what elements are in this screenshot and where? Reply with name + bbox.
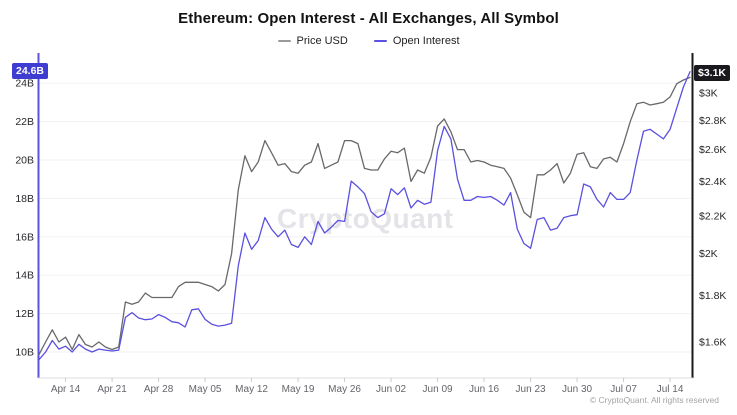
copyright-text: © CryptoQuant. All rights reserved [589,395,719,405]
left-axis-tick-label: 10B [15,347,34,359]
price-line-swatch-icon [277,40,291,42]
x-axis-tick-label: May 12 [235,384,268,395]
right-axis-tick-label: $2.2K [699,210,726,222]
left-axis-tick-label: 24B [15,78,34,90]
open-interest-line-swatch-icon [373,40,387,42]
price-current-badge: $3.1K [694,65,731,81]
legend-item-price[interactable]: Price USD [277,35,348,47]
open-interest-current-badge: 24.6B [12,63,49,79]
price-line [38,76,691,356]
x-axis-tick-label: Jun 23 [516,384,546,395]
x-axis-tick-label: Apr 21 [97,384,127,395]
x-axis-tick-label: Jul 14 [657,384,684,395]
chart-title: Ethereum: Open Interest - All Exchanges,… [178,10,559,27]
right-axis-tick-label: $2.4K [699,176,726,188]
x-axis-tick-label: Apr 28 [144,384,174,395]
right-axis-tick-label: $2.6K [699,144,726,156]
x-axis-tick-label: Jun 02 [376,384,406,395]
x-axis-tick-label: May 26 [328,384,361,395]
x-axis-tick-label: Jul 07 [610,384,637,395]
left-axis-tick-label: 12B [15,308,34,320]
left-axis-tick-label: 18B [15,193,34,205]
chart-legend: Price USD Open Interest [0,35,737,47]
x-axis-tick-label: Apr 14 [51,384,81,395]
legend-label-price: Price USD [296,35,348,47]
x-axis-tick-label: Jun 16 [469,384,499,395]
legend-label-open-interest: Open Interest [392,35,460,47]
x-axis-tick-label: Jun 09 [423,384,453,395]
left-axis-tick-label: 20B [15,155,34,167]
open-interest-line [38,71,691,361]
x-axis-tick-label: Jun 30 [562,384,592,395]
right-axis-tick-label: $1.6K [699,337,726,349]
right-axis-tick-label: $2.8K [699,115,726,127]
right-axis-tick-label: $1.8K [699,290,726,302]
legend-item-open-interest[interactable]: Open Interest [373,35,460,47]
left-axis-tick-label: 22B [15,116,34,128]
x-axis-tick-label: May 19 [282,384,315,395]
left-axis-tick-label: 14B [15,270,34,282]
cryptoquant-watermark: CryptoQuant [277,203,454,234]
right-axis-tick-label: $2K [699,248,718,260]
x-axis-tick-label: May 05 [189,384,222,395]
left-axis-tick-label: 16B [15,231,34,243]
right-axis-tick-label: $3K [699,87,718,99]
